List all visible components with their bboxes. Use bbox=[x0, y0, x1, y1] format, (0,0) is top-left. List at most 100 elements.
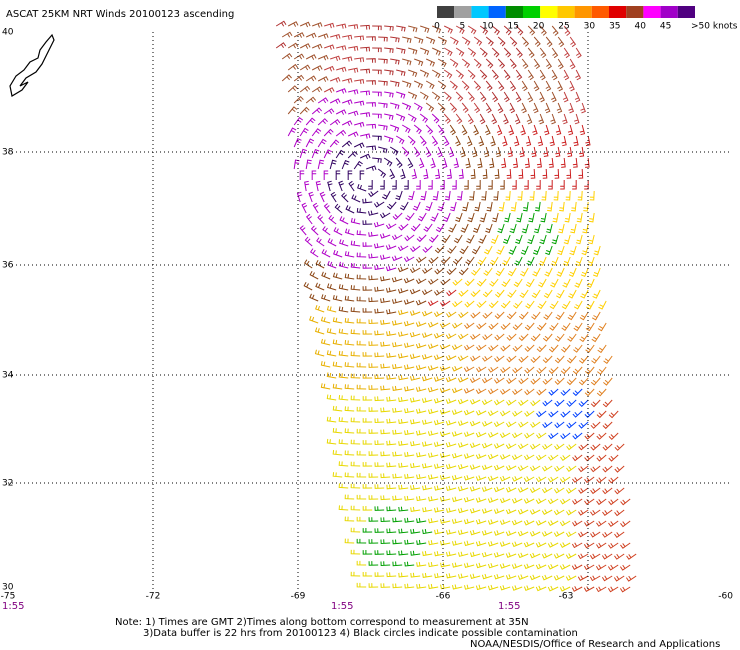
colorbar: 0 5 10 15 20 25 30 35 40 45 >50 knots bbox=[434, 6, 738, 32]
wind-barb bbox=[392, 407, 403, 413]
wind-barb bbox=[507, 146, 513, 158]
wind-barb bbox=[535, 585, 547, 592]
wind-barb bbox=[423, 223, 433, 232]
wind-barb bbox=[332, 405, 343, 412]
wind-barb bbox=[321, 294, 331, 302]
wind-barb bbox=[523, 476, 535, 483]
wind-barb bbox=[378, 36, 388, 42]
wind-barb bbox=[410, 528, 421, 534]
wind-barb bbox=[496, 245, 505, 255]
wind-barb bbox=[503, 47, 512, 58]
wind-barb bbox=[320, 338, 331, 346]
wind-barb bbox=[383, 157, 393, 167]
lon-label: -69 bbox=[291, 592, 306, 602]
wind-barb bbox=[549, 322, 559, 331]
wind-barb bbox=[501, 157, 507, 169]
wind-barb bbox=[344, 362, 355, 368]
wind-barb bbox=[473, 58, 482, 69]
wind-barb bbox=[518, 399, 529, 406]
wind-barb bbox=[470, 355, 481, 362]
wind-barb bbox=[555, 311, 565, 321]
wind-barb bbox=[489, 256, 499, 266]
wind-barb bbox=[421, 289, 433, 296]
wind-barb bbox=[529, 465, 541, 472]
colorbar-label: 5 bbox=[460, 22, 466, 32]
wind-barb bbox=[391, 234, 403, 241]
wind-barb bbox=[368, 231, 379, 237]
wind-barb bbox=[501, 278, 511, 288]
wind-barb bbox=[407, 91, 418, 100]
wind-barb bbox=[416, 474, 427, 480]
wind-barb bbox=[449, 80, 458, 91]
wind-barb bbox=[378, 124, 388, 131]
wind-barb bbox=[525, 278, 535, 288]
wind-barb bbox=[458, 311, 469, 319]
wind-barb bbox=[434, 529, 445, 535]
wind-barb bbox=[356, 340, 367, 346]
wind-barb bbox=[410, 223, 421, 232]
wind-barb bbox=[505, 443, 517, 450]
wind-barb bbox=[320, 316, 331, 324]
wind-barb bbox=[575, 69, 582, 81]
wind-barb bbox=[287, 21, 299, 27]
wind-barb bbox=[335, 149, 345, 159]
wind-barb bbox=[491, 69, 499, 80]
wind-barb bbox=[530, 168, 536, 179]
wind-barb bbox=[338, 483, 349, 489]
wind-barb bbox=[551, 234, 559, 245]
wind-barb bbox=[556, 102, 563, 114]
wind-barb bbox=[287, 63, 299, 71]
wind-barb bbox=[362, 550, 373, 555]
wind-barb bbox=[497, 58, 506, 69]
wind-barb bbox=[384, 69, 394, 76]
wind-barb bbox=[566, 421, 577, 429]
wind-barb bbox=[344, 273, 355, 280]
wind-barb bbox=[431, 25, 442, 34]
wind-barb bbox=[434, 551, 445, 557]
wind-barb bbox=[563, 69, 570, 81]
wind-barb bbox=[318, 33, 329, 39]
wind-barb bbox=[561, 135, 567, 147]
wind-barb bbox=[513, 157, 519, 168]
wind-barb bbox=[421, 463, 433, 469]
wind-barb bbox=[475, 497, 487, 503]
wind-barb bbox=[555, 333, 565, 342]
wind-barb bbox=[448, 146, 455, 158]
wind-barb bbox=[428, 583, 439, 590]
wind-barb bbox=[579, 124, 586, 136]
wind-barb bbox=[464, 278, 475, 287]
wind-barb bbox=[398, 550, 409, 556]
wind-barb bbox=[410, 441, 421, 447]
wind-barb bbox=[471, 245, 481, 255]
wind-barb bbox=[533, 80, 540, 92]
wind-barb bbox=[407, 190, 415, 201]
wind-barb bbox=[553, 553, 565, 559]
wind-barb bbox=[552, 212, 559, 223]
wind-barb bbox=[482, 333, 493, 341]
wind-barb bbox=[562, 278, 571, 288]
wind-barb bbox=[356, 230, 367, 236]
wind-barb bbox=[390, 58, 400, 65]
wind-barb bbox=[491, 25, 500, 36]
wind-barb bbox=[547, 563, 559, 570]
wind-barb bbox=[410, 245, 421, 253]
wind-barb bbox=[377, 168, 387, 178]
wind-barb bbox=[303, 281, 313, 291]
wind-barb bbox=[329, 139, 340, 148]
wind-barb bbox=[497, 102, 504, 114]
wind-barb bbox=[553, 509, 565, 516]
wind-barb bbox=[601, 575, 613, 582]
wind-barb bbox=[467, 212, 475, 223]
wind-barb bbox=[408, 47, 418, 55]
wind-barb bbox=[470, 311, 481, 319]
wind-barb bbox=[469, 442, 481, 449]
wind-barb bbox=[350, 439, 361, 445]
wind-barb bbox=[403, 320, 415, 327]
wind-barb bbox=[443, 47, 453, 57]
wind-barb bbox=[347, 150, 358, 159]
wind-barb bbox=[474, 201, 481, 212]
wind-barb bbox=[327, 180, 333, 192]
wind-barb bbox=[368, 341, 379, 346]
wind-barb bbox=[523, 519, 535, 526]
wind-barb bbox=[545, 245, 553, 256]
